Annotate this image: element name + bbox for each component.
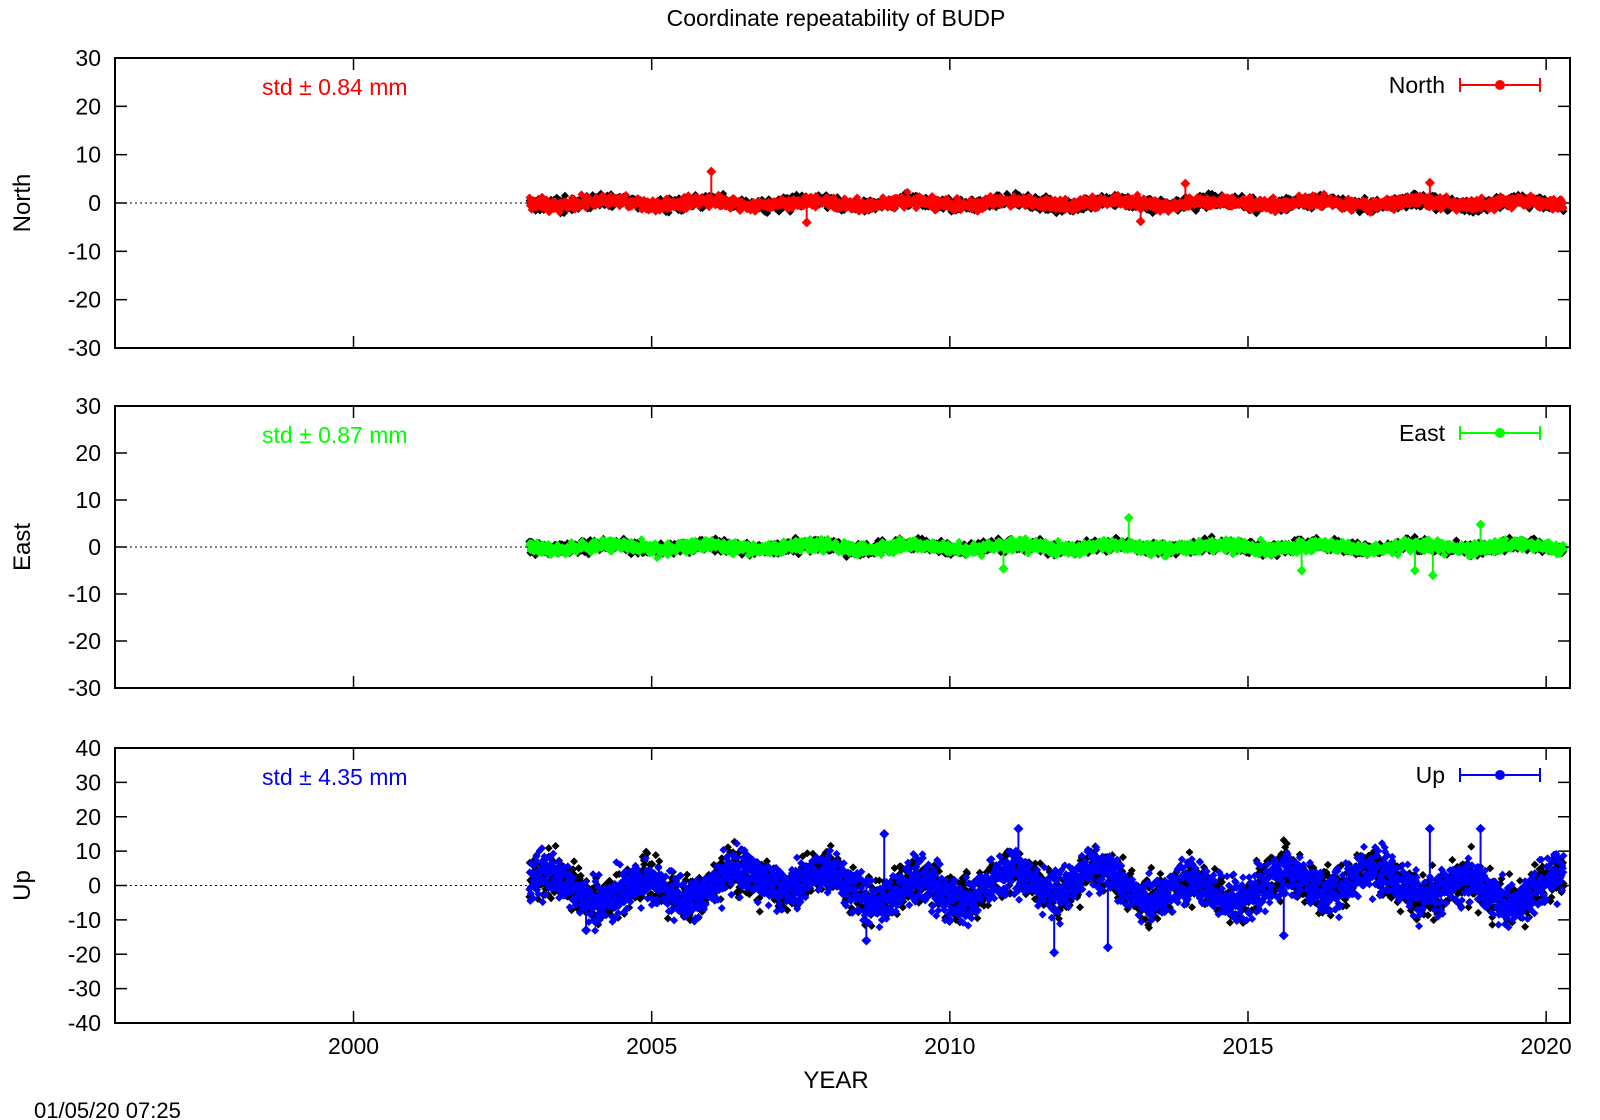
y-tick-label: 30 xyxy=(75,393,101,419)
y-tick-label: -10 xyxy=(68,581,101,607)
legend-up: Up xyxy=(1416,762,1541,788)
y-tick-label: 10 xyxy=(75,838,101,864)
x-tick-label: 2015 xyxy=(1222,1033,1273,1059)
y-tick-label: 0 xyxy=(88,534,101,560)
y-tick-label: 0 xyxy=(88,873,101,899)
series-north xyxy=(525,166,1568,228)
panel-up: -40 -30 -20 -10 0 10 20 30 40 Up std ± 4.35 mm Up xyxy=(9,735,1571,1036)
legend-marker xyxy=(1495,770,1505,780)
plot-timestamp: 01/05/20 07:25 xyxy=(34,1098,181,1120)
legend-label: East xyxy=(1399,420,1446,446)
outlier-point xyxy=(801,217,812,228)
outlier-point xyxy=(1409,565,1420,576)
x-tick-label: 2020 xyxy=(1521,1033,1572,1059)
y-tick-label: 40 xyxy=(75,735,101,761)
y-tick-label: -20 xyxy=(68,287,101,313)
x-tick-label: 2005 xyxy=(626,1033,677,1059)
outlier-point xyxy=(1135,216,1146,227)
y-tick-label: -20 xyxy=(68,628,101,654)
outlier-point xyxy=(1424,823,1435,834)
outlier-point xyxy=(1475,823,1486,834)
outlier-point xyxy=(1427,570,1438,581)
legend-marker xyxy=(1495,428,1505,438)
outlier-point xyxy=(1424,177,1435,188)
outlier-point xyxy=(1123,512,1134,523)
series-up xyxy=(525,823,1568,958)
y-tick-label: -30 xyxy=(68,976,101,1002)
y-tick-label: 30 xyxy=(75,45,101,71)
y-tick-label: -10 xyxy=(68,907,101,933)
outlier-point xyxy=(998,563,1009,574)
legend-east: East xyxy=(1399,420,1541,446)
y-tick-label: -20 xyxy=(68,941,101,967)
outlier-point xyxy=(581,925,592,936)
legend-marker xyxy=(1495,80,1505,90)
series-east xyxy=(525,512,1568,581)
y-tick-label: 30 xyxy=(75,769,101,795)
outlier-point xyxy=(706,166,717,177)
data-points xyxy=(525,534,1568,563)
y-axis-label-north: North xyxy=(9,174,36,233)
x-axis-label: YEAR xyxy=(803,1067,868,1094)
y-tick-label: 10 xyxy=(75,487,101,513)
y-tick-label: 0 xyxy=(88,190,101,216)
y-tick-label: 20 xyxy=(75,804,101,830)
outlier-point xyxy=(879,828,890,839)
y-tick-label: -40 xyxy=(68,1010,101,1036)
panel-east: -30 -20 -10 0 10 20 30 East std ± 0.87 mm East xyxy=(9,393,1571,701)
panel-north: -30 -20 -10 0 10 20 30 North std ± 0.84 mm North xyxy=(9,45,1571,361)
outlier-point xyxy=(1049,947,1060,958)
outlier-point xyxy=(1102,942,1113,953)
y-tick-label: -30 xyxy=(68,675,101,701)
outlier-point xyxy=(1180,178,1191,189)
y-tick-label: -30 xyxy=(68,335,101,361)
y-tick-label: -10 xyxy=(68,238,101,264)
x-tick-label: 2000 xyxy=(328,1033,379,1059)
outlier-point xyxy=(1013,823,1024,834)
chart-title: Coordinate repeatability of BUDP xyxy=(667,5,1006,31)
y-axis-label-up: Up xyxy=(9,870,36,901)
y-tick-label: 20 xyxy=(75,93,101,119)
y-tick-label: 10 xyxy=(75,142,101,168)
outlier-point xyxy=(1296,565,1307,576)
y-tick-label: 20 xyxy=(75,440,101,466)
outlier-point xyxy=(861,935,872,946)
outlier-point xyxy=(1278,930,1289,941)
legend-north: North xyxy=(1389,72,1541,98)
x-tick-label: 2010 xyxy=(924,1033,975,1059)
std-label: std ± 4.35 mm xyxy=(262,764,408,790)
y-axis-label-east: East xyxy=(9,523,36,571)
std-label: std ± 0.84 mm xyxy=(262,74,408,100)
outlier-point xyxy=(1475,519,1486,530)
data-points xyxy=(525,839,1568,935)
legend-label: Up xyxy=(1416,762,1445,788)
legend-label: North xyxy=(1389,72,1445,98)
std-label: std ± 0.87 mm xyxy=(262,422,408,448)
data-points xyxy=(525,187,1568,217)
